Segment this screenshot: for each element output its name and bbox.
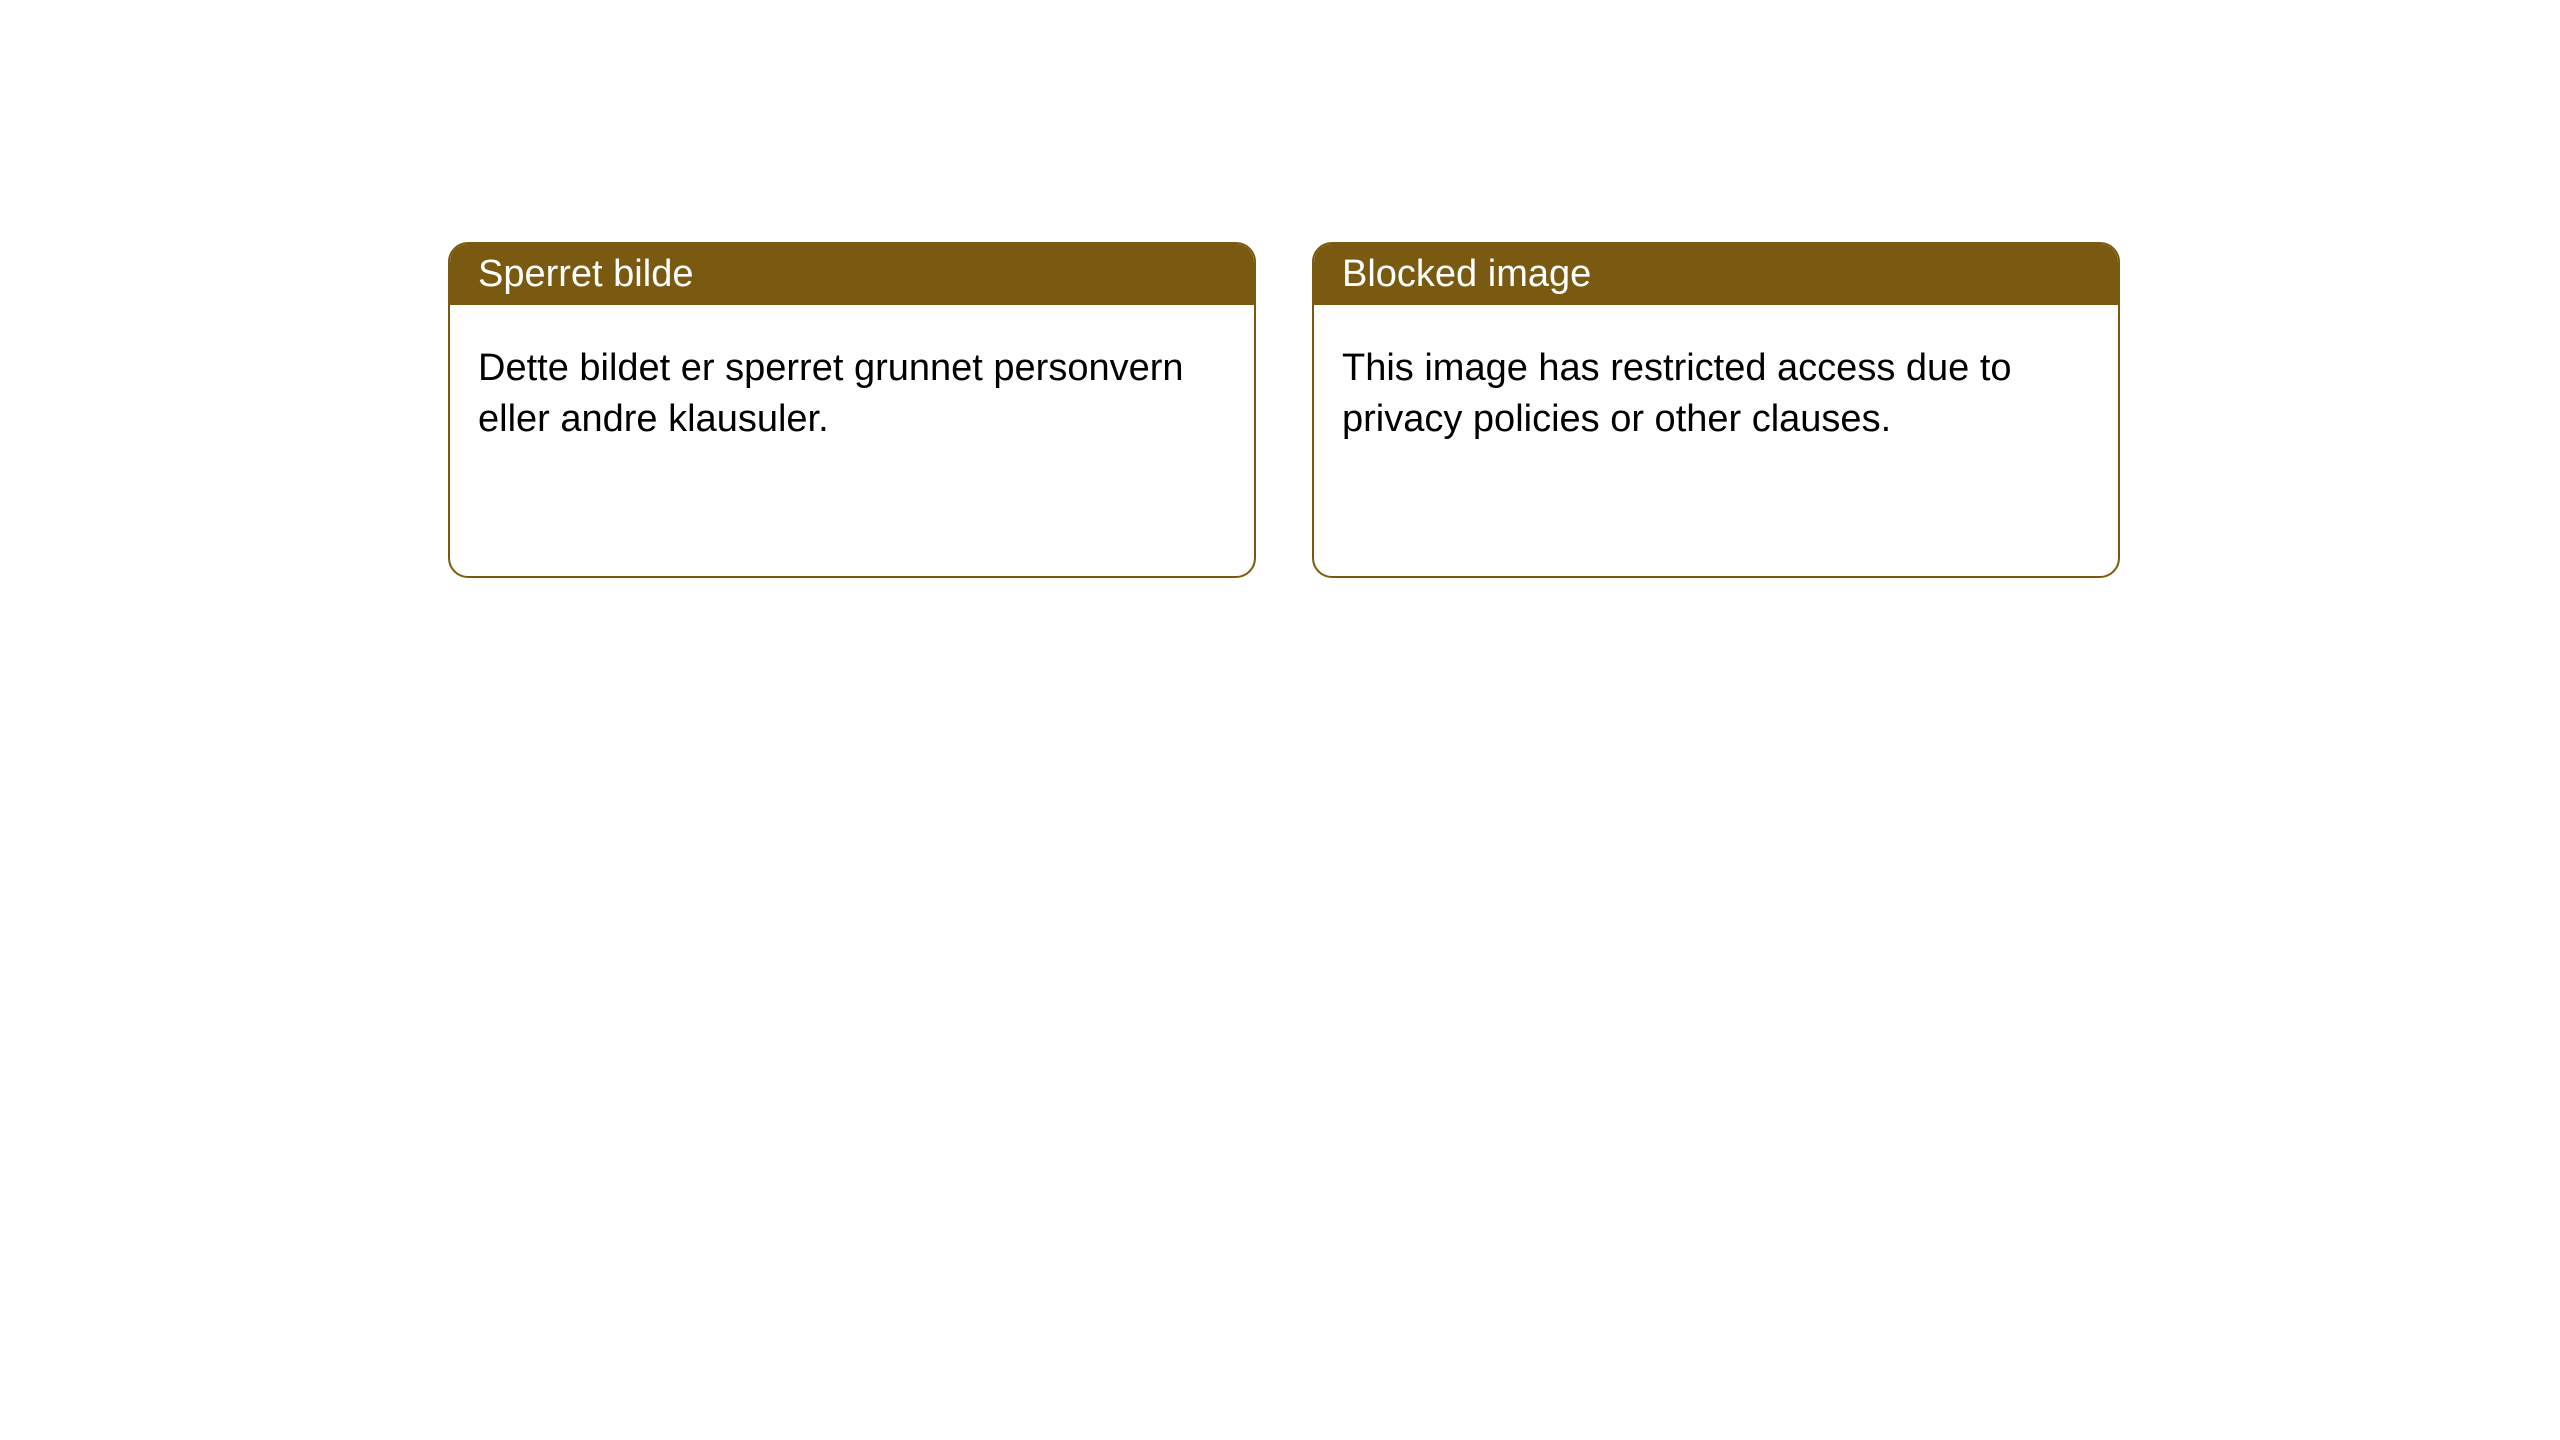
notice-title: Sperret bilde — [450, 244, 1254, 305]
notice-title: Blocked image — [1314, 244, 2118, 305]
notice-container: Sperret bilde Dette bildet er sperret gr… — [0, 0, 2560, 578]
notice-card-english: Blocked image This image has restricted … — [1312, 242, 2120, 578]
notice-body: This image has restricted access due to … — [1314, 305, 2118, 484]
notice-body: Dette bildet er sperret grunnet personve… — [450, 305, 1254, 484]
notice-card-norwegian: Sperret bilde Dette bildet er sperret gr… — [448, 242, 1256, 578]
